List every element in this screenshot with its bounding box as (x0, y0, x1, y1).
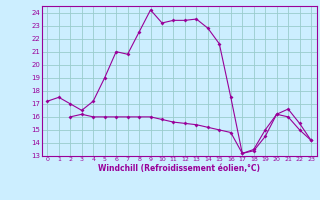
X-axis label: Windchill (Refroidissement éolien,°C): Windchill (Refroidissement éolien,°C) (98, 164, 260, 173)
